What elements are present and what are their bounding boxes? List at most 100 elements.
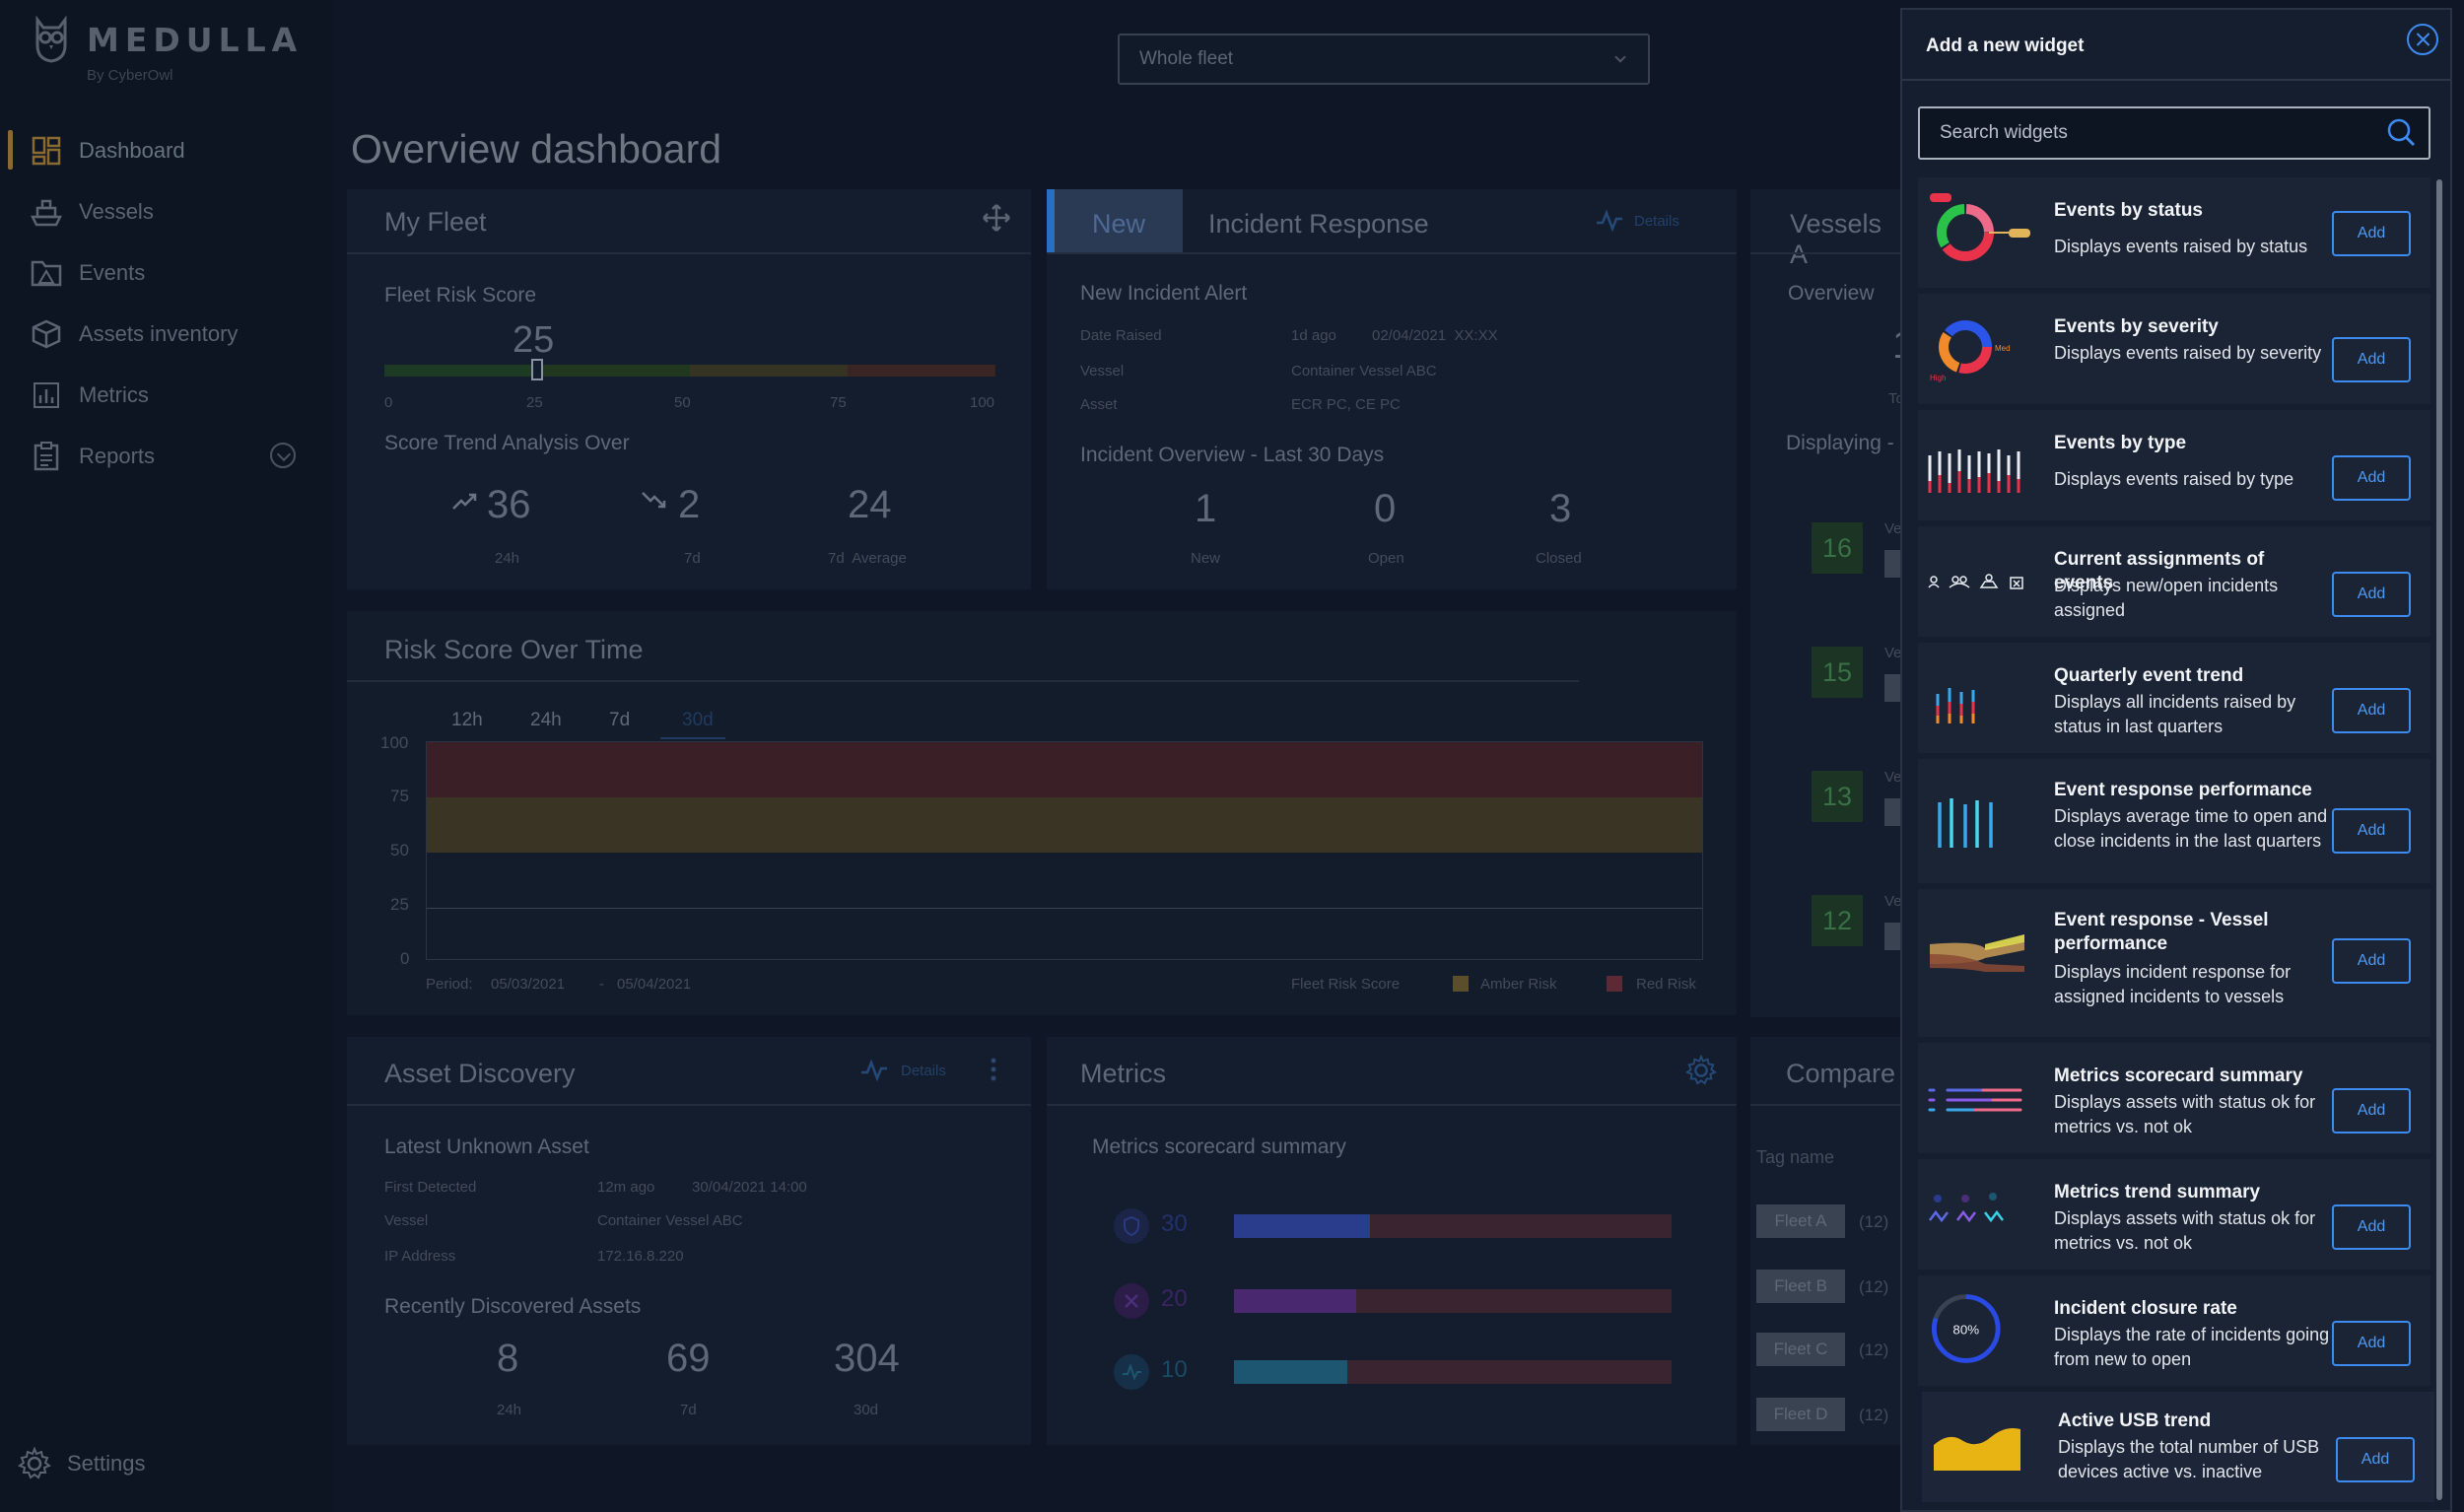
risk-score-marker [531, 359, 543, 380]
alert-row-value: Container Vessel ABC [1291, 363, 1437, 379]
close-icon[interactable] [2407, 24, 2438, 55]
tag-chip[interactable]: Fleet C [1756, 1333, 1845, 1366]
new-badge-accent [1047, 189, 1055, 254]
sidebar-item-events[interactable]: Events [0, 242, 333, 304]
chevron-down-icon [1614, 51, 1626, 63]
asset-row-label: First Detected [384, 1179, 477, 1196]
new-badge[interactable] [1055, 189, 1183, 254]
search-icon[interactable] [2385, 116, 2417, 148]
tag-chip[interactable]: Fleet B [1756, 1270, 1845, 1303]
widget-description: Displays events raised by status [2054, 237, 2308, 256]
widget-description: Displays assets with status ok for metri… [2054, 1208, 2316, 1253]
fleet-risk-line [427, 908, 1702, 909]
recent-count: 304 [834, 1337, 900, 1380]
recent-count: 8 [497, 1337, 519, 1380]
add-widget-button[interactable]: Add [2332, 337, 2411, 382]
asset-row-value: Container Vessel ABC [597, 1212, 743, 1229]
sidebar-item-vessels[interactable]: Vessels [0, 181, 333, 242]
tab-30d[interactable]: 30d [682, 710, 714, 730]
add-widget-button[interactable]: Add [2332, 1321, 2411, 1366]
move-icon[interactable] [982, 203, 1011, 233]
add-widget-button[interactable]: Add [2332, 1204, 2411, 1250]
widget-description: Displays new/open incidents assigned [2054, 576, 2279, 620]
widget-card: Quarterly event trend Displays all incid… [1918, 643, 2430, 753]
my-fleet-card: My Fleet Fleet Risk Score 25 [347, 189, 1031, 589]
sidebar-item-assets-inventory[interactable]: Assets inventory [0, 304, 333, 365]
widget-description: Displays assets with status ok for metri… [2054, 1092, 2316, 1136]
risk-tick: 75 [830, 394, 847, 411]
add-widget-button[interactable]: Add [2332, 688, 2411, 733]
widget-card: Event response performance Displays aver… [1918, 759, 2430, 883]
sidebar-item-metrics[interactable]: Metrics [0, 365, 333, 426]
metric-bar-fill [1234, 1289, 1357, 1313]
scrollbar[interactable] [2436, 179, 2442, 1500]
more-vertical-icon[interactable] [990, 1057, 997, 1082]
tab-24h[interactable]: 24h [530, 710, 562, 730]
widget-description: Displays average time to open and close … [2054, 806, 2328, 851]
metric-bar-track [1234, 1289, 1672, 1313]
compare-card: Compare Tag name Fleet A (12) Fleet B (1… [1750, 1037, 1900, 1445]
widget-card: Active USB trend Displays the total numb… [1922, 1392, 2434, 1502]
panel-header: Add a new widget [1902, 10, 2450, 81]
card-title: Asset Discovery [384, 1059, 576, 1088]
metric-bar-fill [1234, 1214, 1370, 1238]
widget-title: Metrics trend summary [2054, 1182, 2261, 1203]
add-widget-button[interactable]: Add [2332, 1088, 2411, 1134]
metric-bar-track [1234, 1360, 1672, 1384]
sidebar-item-reports[interactable]: Reports [0, 426, 333, 487]
sidebar-item-label: Events [79, 260, 146, 285]
gear-icon[interactable] [1685, 1055, 1717, 1086]
sidebar: MEDULLA By CyberOwl Dashboard Vessels Ev… [0, 0, 333, 1512]
alert-title: New Incident Alert [1080, 282, 1248, 305]
amber-risk-band [427, 797, 1702, 853]
metric-row-value: 20 [1161, 1285, 1188, 1312]
trend-value: 24 [848, 483, 892, 526]
fleet-select[interactable]: Whole fleet [1118, 34, 1650, 85]
owl-logo-icon [35, 16, 67, 63]
card-title: Compare [1786, 1059, 1896, 1088]
sidebar-item-dashboard[interactable]: Dashboard [0, 120, 333, 181]
search-input[interactable] [1918, 106, 2430, 160]
add-widget-button[interactable]: Add [2332, 938, 2411, 984]
asset-row-extra: 30/04/2021 14:00 [692, 1179, 807, 1196]
add-widget-button[interactable]: Add [2332, 808, 2411, 854]
widget-description: Displays the total number of USB devices… [2058, 1437, 2320, 1481]
tab-12h[interactable]: 12h [451, 710, 483, 730]
widget-description: Displays events raised by severity [2054, 343, 2322, 363]
tab-7d[interactable]: 7d [609, 710, 631, 730]
add-widget-button[interactable]: Add [2332, 572, 2411, 617]
vessel-bar [1884, 550, 1900, 578]
risk-chart-area [426, 741, 1703, 960]
trend-down-icon [642, 492, 666, 509]
tag-chip[interactable]: Fleet A [1756, 1204, 1845, 1238]
details-link[interactable]: Details [1634, 213, 1679, 230]
vessel-label: Ve [1884, 645, 1902, 661]
alert-row-extra: 02/04/2021 XX:XX [1372, 327, 1498, 344]
sidebar-item-label: Metrics [79, 382, 149, 407]
add-widget-button[interactable]: Add [2332, 455, 2411, 501]
gear-icon [17, 1446, 52, 1480]
legend-amber-risk: Amber Risk [1480, 976, 1557, 993]
vessel-score-badge: 15 [1812, 647, 1863, 698]
risk-bar-green [384, 365, 537, 377]
chevron-down-icon[interactable] [270, 443, 296, 468]
vessels-card: Vessels A Overview 1 Tota Displaying - 1… [1750, 189, 1916, 1017]
tag-chip[interactable]: Fleet D [1756, 1398, 1845, 1431]
widget-card: Metrics trend summary Displays assets wi… [1918, 1159, 2430, 1270]
widget-card: Current assignments of events Displays n… [1918, 526, 2430, 637]
brand-logo[interactable]: MEDULLA [32, 16, 303, 63]
widget-title: Events by type [2054, 433, 2187, 453]
trend-value: 36 [487, 483, 531, 526]
y-tick: 0 [400, 949, 410, 968]
details-link[interactable]: Details [901, 1063, 946, 1079]
severity-donut-icon: High Med [1930, 320, 2011, 382]
widget-title: Incident closure rate [2054, 1298, 2237, 1319]
card-title: Metrics [1080, 1059, 1166, 1088]
add-widget-button[interactable]: Add [2336, 1437, 2415, 1482]
widget-title: Events by status [2054, 200, 2203, 221]
widget-title: Quarterly event trend [2054, 665, 2244, 686]
sidebar-item-settings[interactable]: Settings [17, 1446, 146, 1480]
sidebar-item-label: Dashboard [79, 138, 185, 163]
legend-amber-swatch [1453, 976, 1469, 992]
add-widget-button[interactable]: Add [2332, 211, 2411, 256]
